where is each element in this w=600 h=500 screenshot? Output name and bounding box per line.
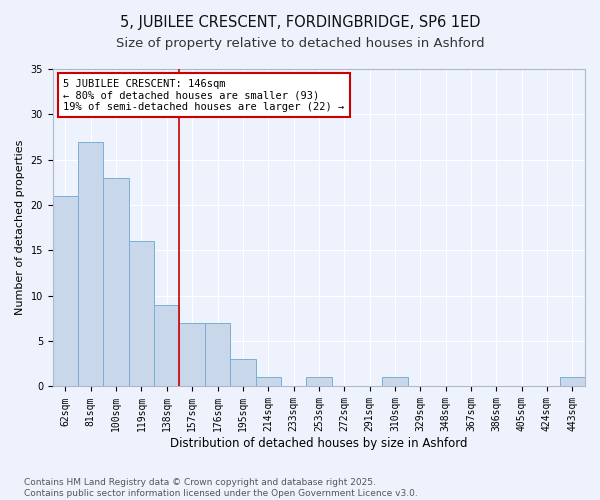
- X-axis label: Distribution of detached houses by size in Ashford: Distribution of detached houses by size …: [170, 437, 467, 450]
- Bar: [560, 378, 585, 386]
- Bar: [103, 178, 129, 386]
- Bar: [179, 323, 205, 386]
- Bar: [154, 305, 179, 386]
- Bar: [129, 242, 154, 386]
- Bar: [306, 378, 332, 386]
- Bar: [256, 378, 281, 386]
- Text: Size of property relative to detached houses in Ashford: Size of property relative to detached ho…: [116, 38, 484, 51]
- Y-axis label: Number of detached properties: Number of detached properties: [15, 140, 25, 316]
- Bar: [230, 360, 256, 386]
- Bar: [205, 323, 230, 386]
- Bar: [53, 196, 78, 386]
- Text: 5 JUBILEE CRESCENT: 146sqm
← 80% of detached houses are smaller (93)
19% of semi: 5 JUBILEE CRESCENT: 146sqm ← 80% of deta…: [64, 78, 344, 112]
- Bar: [78, 142, 103, 386]
- Text: Contains HM Land Registry data © Crown copyright and database right 2025.
Contai: Contains HM Land Registry data © Crown c…: [24, 478, 418, 498]
- Text: 5, JUBILEE CRESCENT, FORDINGBRIDGE, SP6 1ED: 5, JUBILEE CRESCENT, FORDINGBRIDGE, SP6 …: [120, 15, 480, 30]
- Bar: [382, 378, 407, 386]
